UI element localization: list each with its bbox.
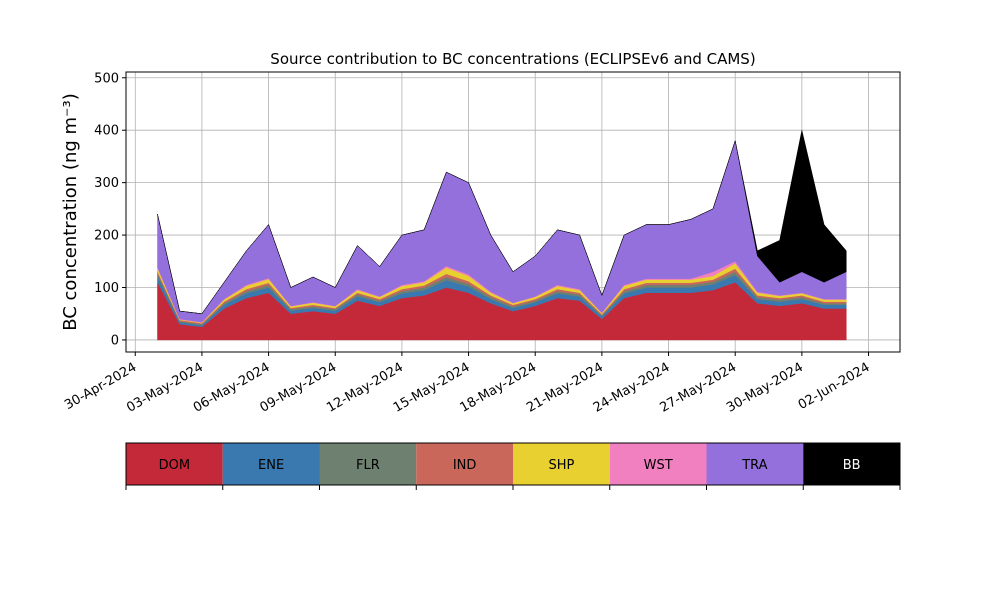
legend-swatch bbox=[319, 443, 417, 485]
legend-label: ENE bbox=[258, 458, 284, 473]
y-tick-label: 100 bbox=[94, 281, 119, 296]
legend-swatch bbox=[416, 443, 513, 485]
legend-label: FLR bbox=[356, 458, 380, 473]
y-tick-label: 300 bbox=[94, 176, 119, 191]
y-tick-label: 500 bbox=[94, 71, 119, 86]
legend-label: BB bbox=[843, 458, 861, 473]
legend-swatch bbox=[706, 443, 804, 485]
legend-swatch bbox=[609, 443, 707, 485]
legend-label: DOM bbox=[159, 458, 190, 473]
legend-swatch bbox=[803, 443, 900, 485]
legend-frame bbox=[125, 442, 901, 486]
legend-swatch bbox=[126, 443, 223, 485]
legend-label: SHP bbox=[548, 458, 574, 473]
legend-label: IND bbox=[453, 458, 477, 473]
legend-label: WST bbox=[644, 458, 673, 473]
chart-title: Source contribution to BC concentrations… bbox=[270, 50, 755, 68]
y-axis-label: BC concentration (ng m⁻³) bbox=[60, 93, 81, 331]
y-tick-label: 0 bbox=[111, 333, 119, 348]
area bbox=[157, 130, 847, 314]
y-tick-label: 400 bbox=[94, 124, 119, 139]
plot-frame bbox=[125, 71, 901, 353]
legend-label: TRA bbox=[741, 458, 767, 473]
legend-swatch bbox=[222, 443, 320, 485]
x-tick-label: 02-Jun-2024 bbox=[796, 360, 873, 413]
y-tick-label: 200 bbox=[94, 229, 119, 244]
legend-swatch bbox=[513, 443, 610, 485]
